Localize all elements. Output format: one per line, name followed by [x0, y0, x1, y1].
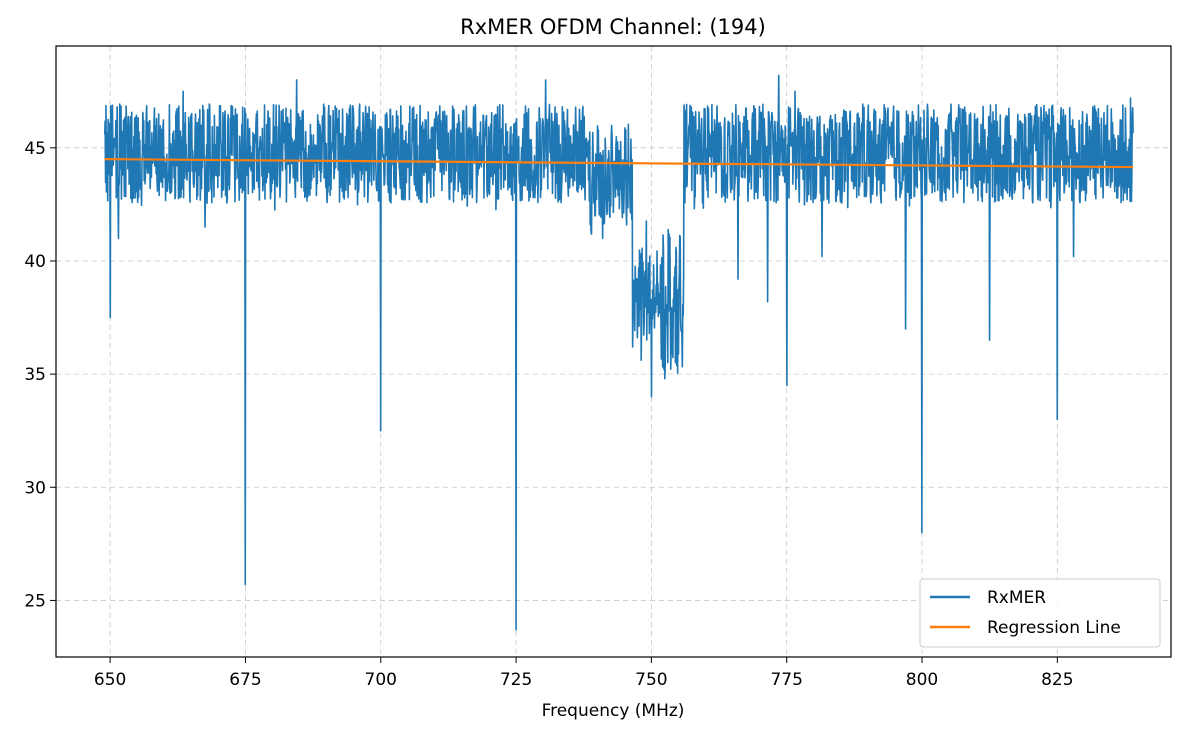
y-tick-label: 45 [24, 139, 46, 159]
legend-box [919, 578, 1161, 648]
legend-label-rxmer: RxMER [987, 588, 1046, 608]
y-tick-label: 40 [24, 252, 46, 272]
x-tick-label: 825 [1041, 670, 1073, 690]
x-tick-label: 750 [635, 670, 667, 690]
x-tick-label: 700 [365, 670, 397, 690]
x-tick-label: 800 [906, 670, 938, 690]
legend: RxMER Regression Line [919, 578, 1161, 648]
series-layer [103, 74, 1134, 631]
x-axis-title: Frequency (MHz) [542, 701, 685, 721]
x-tick-label: 775 [770, 670, 802, 690]
tick-layer: 650 675 700 725 750 775 800 825 25 30 35 40 45 [24, 139, 1073, 690]
y-tick-label: 35 [24, 365, 46, 385]
x-tick-label: 725 [500, 670, 532, 690]
y-tick-label: 25 [24, 591, 46, 611]
legend-label-regression: Regression Line [987, 618, 1121, 638]
series-line-regression [104, 158, 1134, 169]
plot-frame [55, 45, 1172, 658]
x-tick-label: 675 [229, 670, 261, 690]
chart-title: RxMER OFDM Channel: (194) [460, 15, 766, 39]
y-tick-label: 30 [24, 478, 46, 498]
series-line-rxmer [103, 74, 1134, 631]
x-tick-label: 650 [94, 670, 126, 690]
